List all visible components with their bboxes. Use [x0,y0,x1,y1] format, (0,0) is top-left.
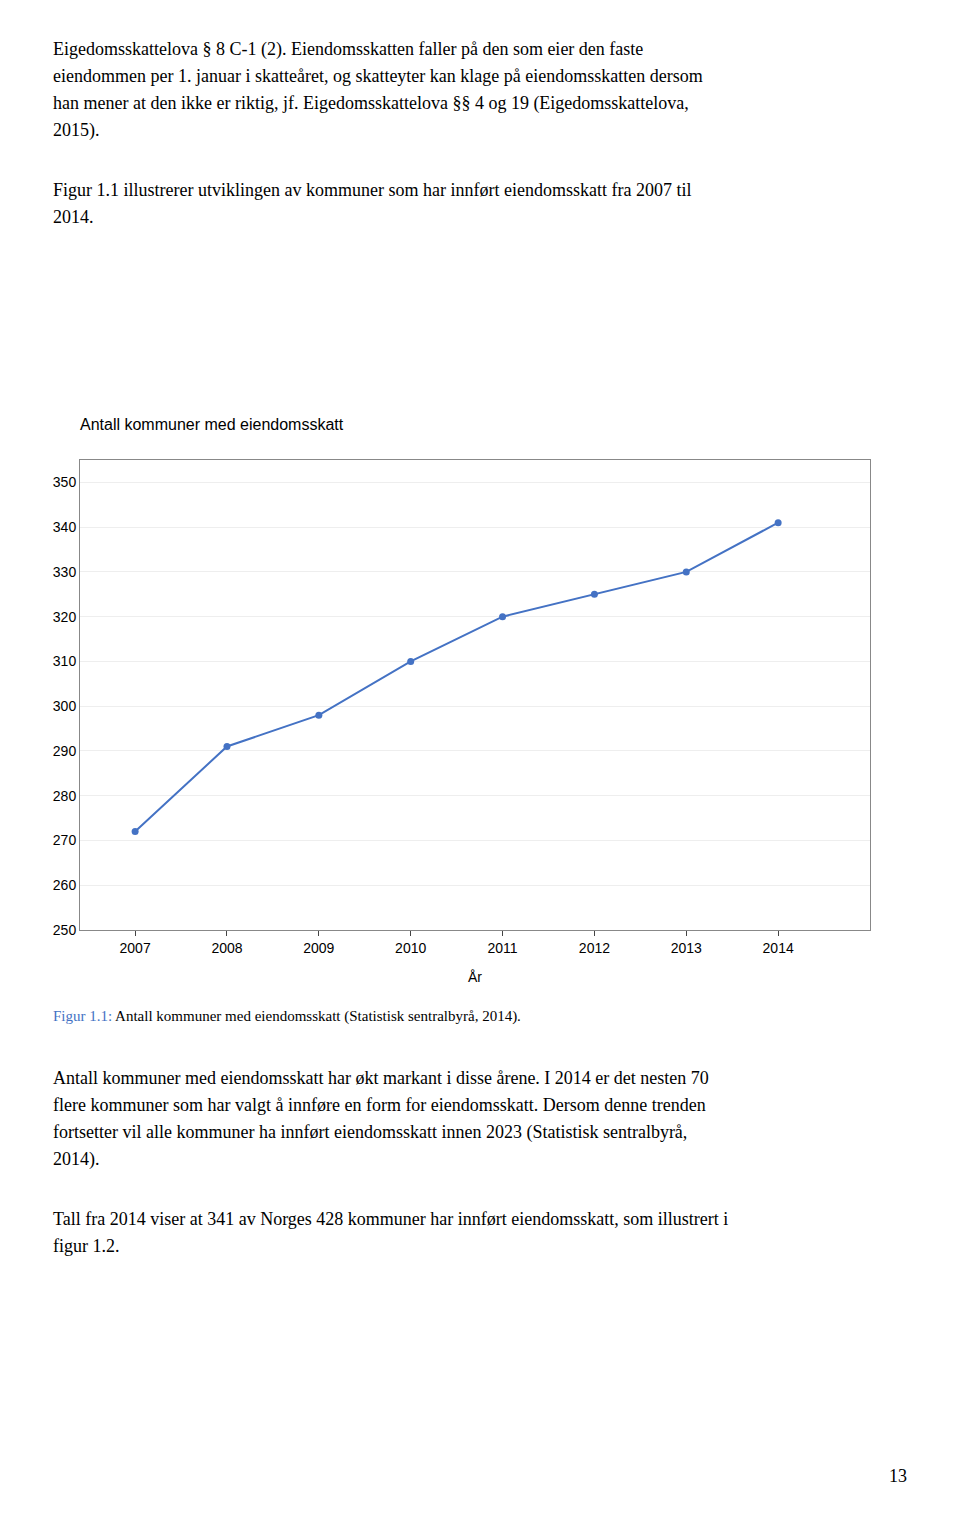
html-text:flere kommuner som har valgt å: flere kommuner som har valgt å innføre e… [53,1095,706,1115]
svg-text:Antall kommuner med eiendomssk: Antall kommuner med eiendomsskatt [80,416,344,433]
svg-text:260: 260 [53,877,77,893]
svg-text:350: 350 [53,474,77,490]
html-text:Eigedomsskattelova § 8 C-1 (2): Eigedomsskattelova § 8 C-1 (2). Eiendoms… [53,39,644,59]
svg-text:2007: 2007 [120,940,151,956]
svg-text:250: 250 [53,922,77,938]
svg-text:290: 290 [53,743,77,759]
svg-text:270: 270 [53,832,77,848]
html-text:13: 13 [889,1466,907,1486]
svg-text:År: År [468,969,482,985]
svg-text:300: 300 [53,698,77,714]
html-text:Tall fra 2014 viser at 341 av: Tall fra 2014 viser at 341 av Norges 428… [53,1209,729,1229]
html-text:fortsetter vil alle kommuner h: fortsetter vil alle kommuner ha innført … [53,1122,688,1142]
svg-text:330: 330 [53,564,77,580]
svg-text:2009: 2009 [303,940,334,956]
html-text:eiendommen per 1. januar i ska: eiendommen per 1. januar i skatteåret, o… [53,66,703,86]
html-text:figur 1.2.: figur 1.2. [53,1236,120,1256]
html-text:Figur 1.1 illustrerer utviklin: Figur 1.1 illustrerer utviklingen av kom… [53,180,692,200]
html-text:Figur 1.1: Antall kommuner med: Figur 1.1: Antall kommuner med eiendomss… [53,1008,521,1024]
svg-text:340: 340 [53,519,77,535]
svg-text:2013: 2013 [671,940,702,956]
html-text:2015).: 2015). [53,120,100,140]
svg-text:2011: 2011 [488,940,518,956]
svg-text:2014: 2014 [763,940,794,956]
svg-text:2012: 2012 [579,940,610,956]
svg-text:320: 320 [53,609,77,625]
html-text:2014).: 2014). [53,1149,100,1169]
svg-text:2008: 2008 [211,940,242,956]
html-text:Antall kommuner med eiendomssk: Antall kommuner med eiendomsskatt har øk… [53,1068,709,1088]
html-text:han mener at den ikke er rikti: han mener at den ikke er riktig, jf. Eig… [53,93,689,113]
svg-text:2010: 2010 [395,940,426,956]
svg-text:310: 310 [53,653,77,669]
svg-text:280: 280 [53,788,77,804]
html-text:2014.: 2014. [53,207,94,227]
